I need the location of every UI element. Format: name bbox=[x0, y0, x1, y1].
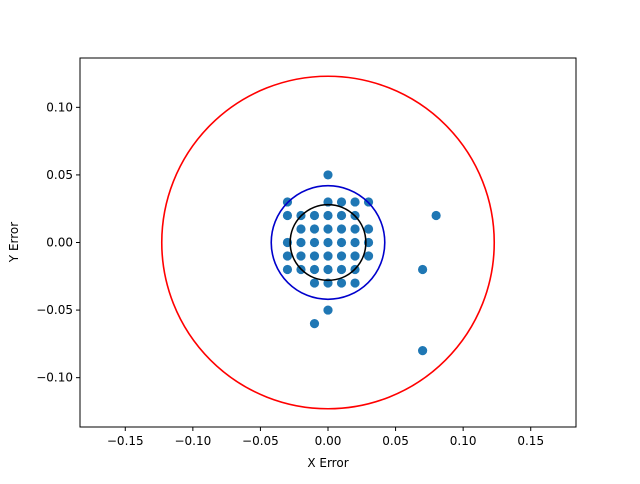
x-tick-label: 0.15 bbox=[517, 434, 544, 448]
scatter-point bbox=[350, 197, 360, 207]
scatter-point bbox=[309, 224, 320, 234]
scatter-point bbox=[336, 210, 347, 221]
x-tick-label: −0.10 bbox=[174, 434, 211, 448]
x-axis-ticks: −0.15 −0.10 −0.05 0.00 0.05 0.10 0.15 bbox=[107, 427, 544, 448]
y-tick-label: 0.00 bbox=[46, 236, 73, 250]
scatter-point bbox=[418, 346, 428, 356]
x-tick-label: 0.10 bbox=[450, 434, 477, 448]
reference-circle bbox=[289, 203, 367, 282]
y-tick-label: −0.05 bbox=[36, 303, 73, 317]
scatter-point bbox=[282, 264, 293, 275]
scatter-point bbox=[309, 251, 320, 261]
scatter-point bbox=[296, 251, 306, 261]
scatter-point bbox=[323, 264, 333, 275]
scatter-point bbox=[363, 224, 374, 234]
scatter-point bbox=[336, 251, 347, 261]
reference-circle bbox=[270, 184, 386, 301]
scatter-point bbox=[336, 264, 347, 275]
scatter-point bbox=[350, 224, 360, 234]
reference-circle bbox=[160, 75, 496, 410]
scatter-point bbox=[323, 170, 333, 180]
scatter-point bbox=[336, 237, 347, 248]
scatter-point bbox=[336, 197, 347, 207]
scatter-point bbox=[282, 251, 293, 261]
scatter-point bbox=[323, 224, 333, 234]
circles-layer bbox=[160, 75, 496, 410]
y-axis-label: Y Error bbox=[7, 222, 21, 263]
x-tick-label: 0.00 bbox=[315, 434, 342, 448]
x-tick-label: 0.05 bbox=[382, 434, 409, 448]
scatter-point bbox=[309, 264, 320, 275]
x-tick-label: −0.05 bbox=[242, 434, 279, 448]
scatter-point bbox=[323, 237, 333, 248]
scatter-point bbox=[296, 237, 306, 248]
scatter-point bbox=[431, 210, 441, 221]
scatter-point bbox=[323, 251, 333, 261]
scatter-point bbox=[418, 264, 428, 275]
scatter-point bbox=[350, 251, 360, 261]
scatter-point bbox=[309, 318, 320, 329]
scatter-point bbox=[296, 224, 306, 234]
scatter-point bbox=[323, 210, 333, 221]
scatter-point bbox=[363, 251, 374, 261]
y-tick-label: 0.05 bbox=[46, 168, 73, 182]
scatter-point bbox=[309, 210, 320, 221]
x-tick-label: −0.15 bbox=[107, 434, 144, 448]
y-tick-label: −0.10 bbox=[36, 371, 73, 385]
scatter-point bbox=[350, 237, 360, 248]
y-tick-label: 0.10 bbox=[46, 100, 73, 114]
scatter-point bbox=[309, 237, 320, 248]
scatter-point bbox=[323, 305, 333, 315]
y-axis-ticks: −0.10 −0.05 0.00 0.05 0.10 bbox=[36, 100, 80, 385]
scatter-point bbox=[336, 224, 347, 234]
x-axis-label: X Error bbox=[307, 456, 348, 470]
scatter-point bbox=[350, 278, 360, 288]
scatter-point bbox=[282, 210, 293, 221]
scatter-point bbox=[336, 278, 347, 288]
scatter-point bbox=[309, 278, 320, 288]
